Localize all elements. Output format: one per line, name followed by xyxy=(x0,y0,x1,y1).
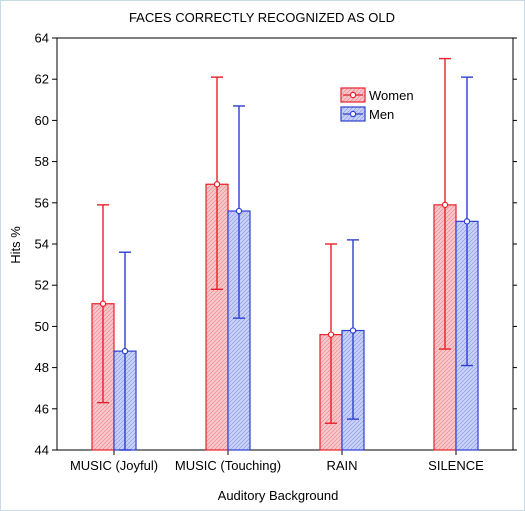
mean-point xyxy=(213,181,221,188)
y-tick-label: 60 xyxy=(35,113,49,128)
y-tick-label: 52 xyxy=(35,278,49,293)
x-tick-label: MUSIC (Touching) xyxy=(175,458,281,473)
legend-label-women: Women xyxy=(369,88,414,103)
x-axis-label: Auditory Background xyxy=(218,488,339,503)
legend-marker xyxy=(349,91,357,99)
x-tick-label: MUSIC (Joyful) xyxy=(70,458,158,473)
y-axis-label: Hits % xyxy=(8,226,23,264)
x-tick-label: SILENCE xyxy=(428,458,484,473)
plot-area: 44 46 48 50 52 54 56 58 60 62 64 MUSIC (Joyful) MUSI… xyxy=(35,31,517,473)
y-tick-label: 64 xyxy=(35,31,49,46)
legend-label-men: Men xyxy=(369,107,394,122)
mean-point xyxy=(327,331,335,338)
y-tick-label: 62 xyxy=(35,72,49,87)
y-tick-label: 56 xyxy=(35,195,49,210)
y-tick-label: 50 xyxy=(35,319,49,334)
mean-point xyxy=(441,201,449,209)
chart-title: FACES CORRECTLY RECOGNIZED AS OLD xyxy=(129,10,395,25)
x-tick-label: RAIN xyxy=(326,458,357,473)
mean-point xyxy=(463,218,471,225)
mean-point xyxy=(349,327,357,334)
legend-marker xyxy=(349,110,357,118)
y-tick-label: 46 xyxy=(35,401,49,416)
mean-point xyxy=(121,347,129,355)
mean-point xyxy=(235,207,243,215)
mean-point xyxy=(99,300,107,307)
y-tick-label: 58 xyxy=(35,154,49,169)
y-tick-label: 54 xyxy=(35,237,49,252)
y-tick-label: 48 xyxy=(35,360,49,375)
y-tick-label: 44 xyxy=(35,443,49,458)
legend: Women Men xyxy=(340,87,414,122)
